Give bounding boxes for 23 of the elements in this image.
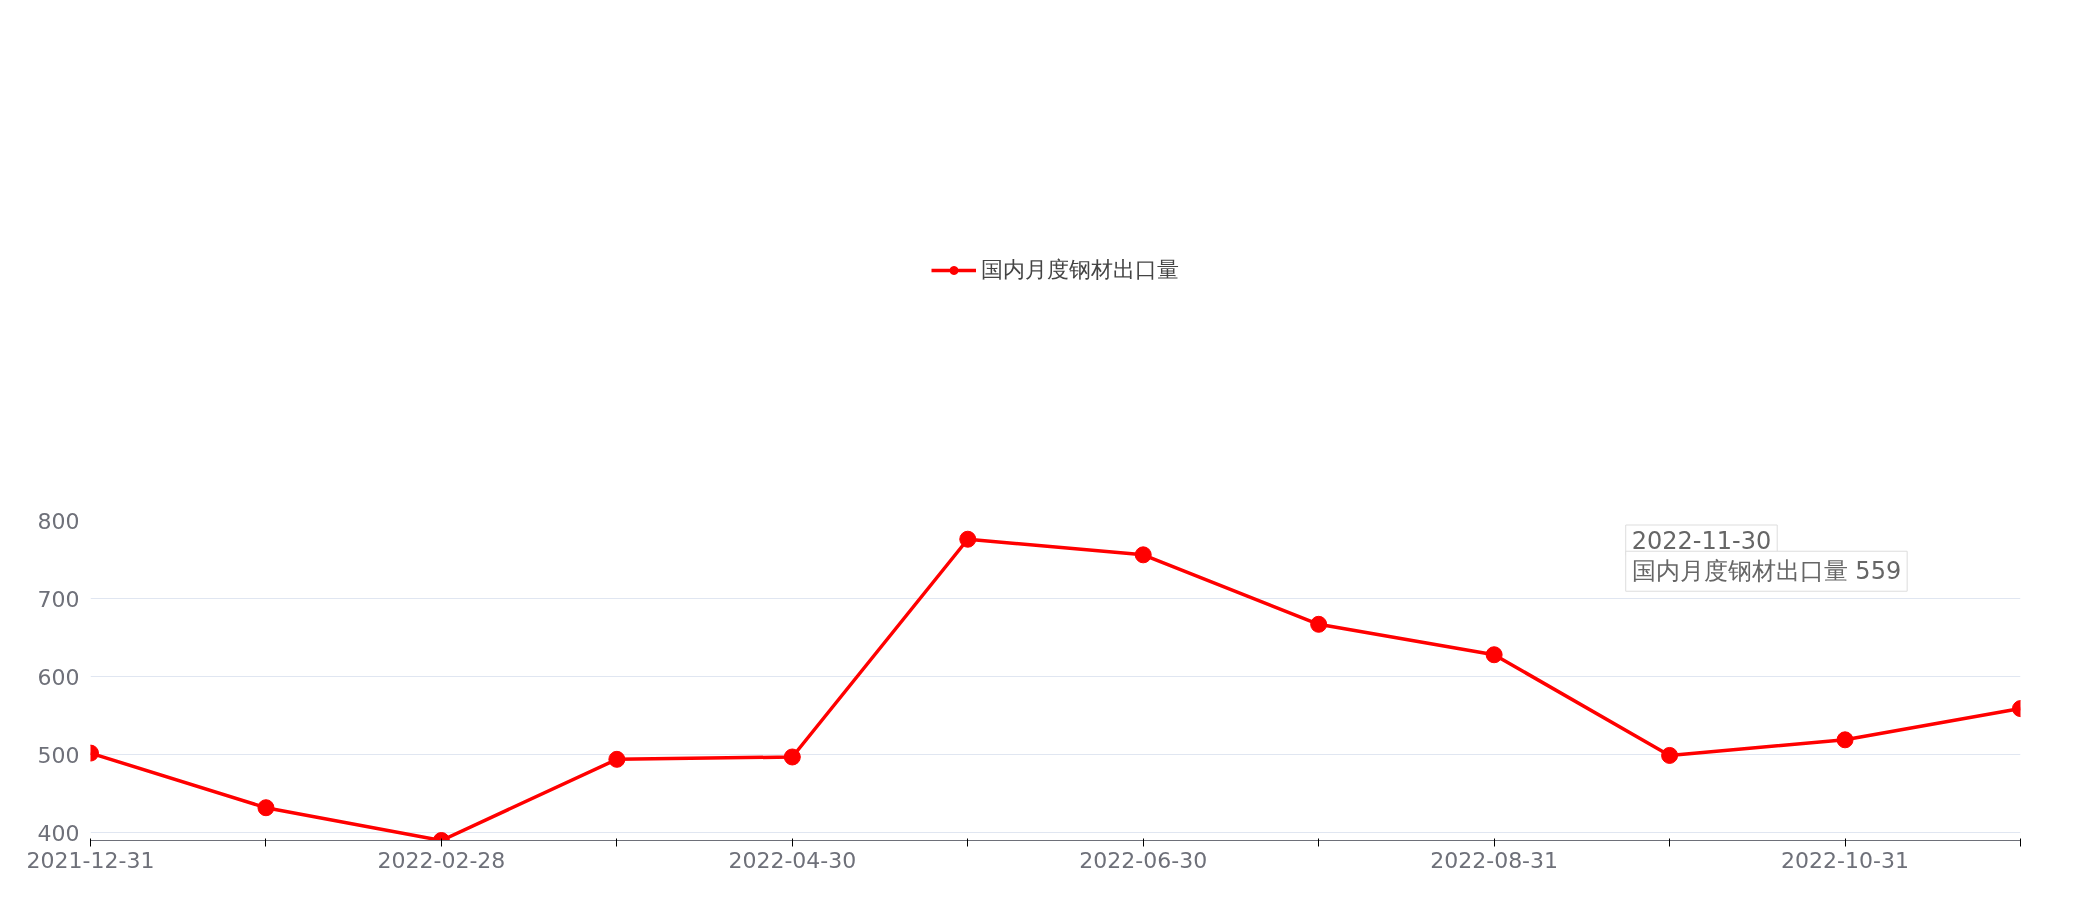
y-tick-label: 500 (37, 742, 80, 768)
point (608, 750, 626, 768)
x-tick-label: 2022-06-30 (1079, 847, 1208, 873)
annotation: 2022-11-30 (1631, 527, 1772, 556)
point (783, 748, 801, 766)
y-tick-label: 400 (37, 820, 80, 846)
point (1836, 731, 1854, 749)
legend-label: 国内月度钢材出口量 (981, 256, 1179, 284)
point (1134, 546, 1152, 564)
x-tick-label: 2022-02-28 (377, 847, 506, 873)
x-tick-label: 2022-08-31 (1430, 847, 1559, 873)
annotation: 国内月度钢材出口量 559 (1631, 557, 1902, 586)
point (257, 799, 275, 817)
x-tick-label: 2022-10-31 (1781, 847, 1909, 873)
point (959, 530, 977, 548)
point (1661, 746, 1679, 764)
point (1310, 615, 1328, 633)
point (1485, 646, 1503, 664)
y-tick-label: 700 (37, 586, 80, 612)
x-tick-label: 2021-12-31 (26, 847, 155, 873)
y-tick-label: 800 (37, 508, 80, 534)
y-tick-label: 600 (37, 664, 80, 690)
x-tick-label: 2022-04-30 (728, 847, 857, 873)
